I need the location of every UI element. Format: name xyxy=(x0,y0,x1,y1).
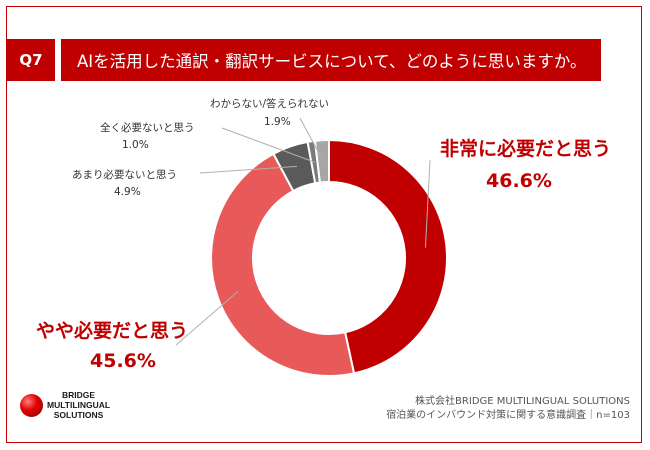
value-dont-know: 1.9% xyxy=(264,116,291,128)
logo-sphere-icon xyxy=(20,393,43,417)
question-number-badge: Q7 xyxy=(7,39,55,81)
label-dont-know: わからない/答えられない xyxy=(210,98,330,110)
brand-logo: BRIDGE MULTILINGUAL SOLUTIONS xyxy=(20,390,110,420)
slice-very-necessary xyxy=(328,138,448,375)
label-somewhat-necessary: やや必要だと思う xyxy=(36,320,189,342)
value-very-necessary: 46.6% xyxy=(486,170,552,192)
label-not-very-necessary: あまり必要ないと思う xyxy=(72,169,177,181)
value-somewhat-necessary: 45.6% xyxy=(90,350,156,372)
label-very-necessary: 非常に必要だと思う xyxy=(440,138,612,160)
value-not-at-all-necessary: 1.0% xyxy=(122,139,149,151)
leader-not-very-necessary xyxy=(199,165,298,174)
leader-very-necessary xyxy=(424,159,431,248)
question-title: AIを活用した通訳・翻訳サービスについて、どのように思いますか。 xyxy=(61,39,601,81)
value-not-very-necessary: 4.9% xyxy=(114,186,141,198)
logo-wordmark: BRIDGE MULTILINGUAL SOLUTIONS xyxy=(47,390,111,420)
leader-not-at-all-necessary xyxy=(221,127,315,163)
label-not-at-all-necessary: 全く必要ないと思う xyxy=(100,122,195,134)
footer-survey: 宿泊業のインバウンド対策に関する意識調査｜n=103 xyxy=(386,410,630,421)
footer-source: 株式会社BRIDGE MULTILINGUAL SOLUTIONS 宿泊業のイン… xyxy=(386,395,630,423)
leader-dont-know xyxy=(299,117,324,162)
footer-company: 株式会社BRIDGE MULTILINGUAL SOLUTIONS xyxy=(415,396,630,407)
slice-somewhat-necessary xyxy=(210,152,356,377)
slice-dont-know xyxy=(313,138,330,184)
leader-somewhat-necessary xyxy=(175,291,239,346)
